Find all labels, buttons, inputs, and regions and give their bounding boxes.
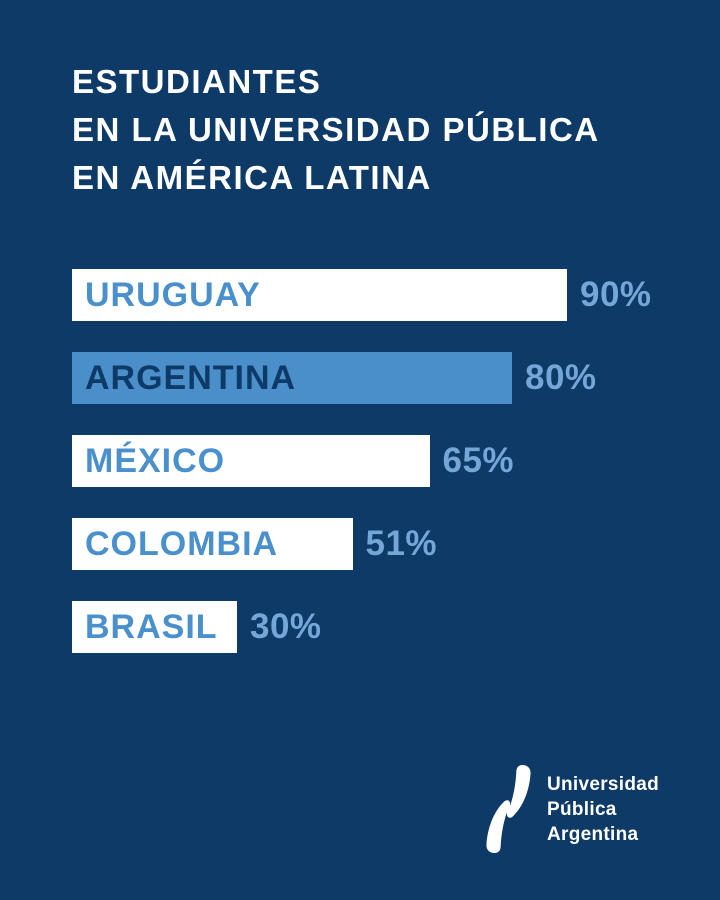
logo-mark-shapes [486,764,531,854]
bar-highlighted: ARGENTINA [72,352,512,404]
bar: COLOMBIA [72,518,353,570]
title-line-1: ESTUDIANTES [72,63,322,100]
bar: MÉXICO [72,435,430,487]
logo-text-line-2: Pública [547,798,617,820]
logo-text: Universidad Pública Argentina [547,772,659,847]
bar: URUGUAY [72,269,567,321]
bar-value-label: 80% [525,358,597,397]
bar-value-label: 30% [250,607,322,646]
logo-text-line-3: Argentina [547,823,639,845]
universidad-publica-argentina-logo-icon [486,764,531,854]
title-line-3: EN AMÉRICA LATINA [72,159,432,196]
bar: BRASIL [72,601,237,653]
bar-chart: URUGUAY 90% ARGENTINA 80% MÉXICO 65% COLOMBIA 5… [72,269,652,653]
title-line-2: EN LA UNIVERSIDAD PÚBLICA [72,111,600,148]
bar-category-label: URUGUAY [85,275,261,314]
bar-value-label: 65% [442,441,515,480]
bar-category-label: MÉXICO [85,441,226,480]
logo-text-line-1: Universidad [547,773,660,795]
bar-row: BRASIL 30% [72,601,652,653]
bar-row: COLOMBIA 51% [72,518,652,570]
page-title: ESTUDIANTES EN LA UNIVERSIDAD PÚBLICA EN… [72,58,600,202]
logo: Universidad Pública Argentina [486,764,659,854]
bar-category-label: ARGENTINA [85,358,297,397]
bar-row: ARGENTINA 80% [72,352,652,404]
bar-row: MÉXICO 65% [72,435,652,487]
bar-row: URUGUAY 90% [72,269,652,321]
bar-value-label: 90% [580,275,652,314]
bar-category-label: BRASIL [85,607,218,646]
bar-category-label: COLOMBIA [85,524,279,563]
bar-value-label: 51% [365,524,438,563]
